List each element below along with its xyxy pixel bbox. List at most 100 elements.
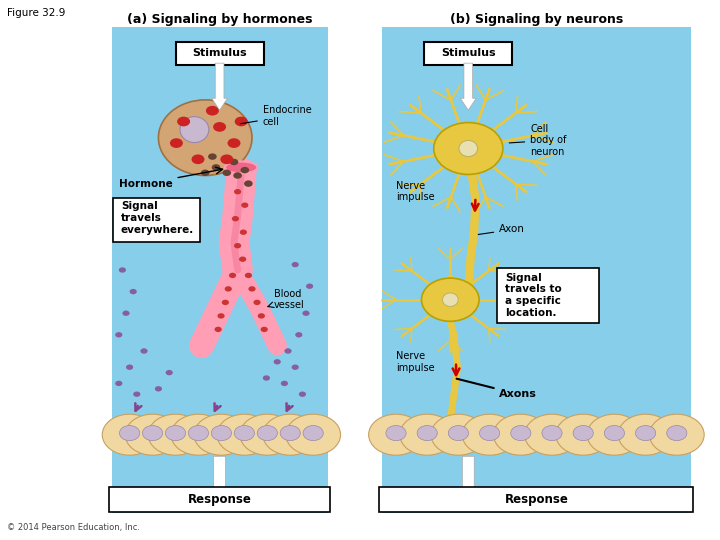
Circle shape — [122, 310, 130, 316]
Circle shape — [120, 426, 140, 441]
Circle shape — [433, 123, 503, 174]
Ellipse shape — [225, 161, 258, 173]
Circle shape — [248, 286, 256, 292]
Circle shape — [148, 414, 203, 455]
Circle shape — [155, 386, 162, 391]
Circle shape — [306, 284, 313, 289]
Circle shape — [222, 170, 231, 176]
Circle shape — [292, 364, 299, 370]
Text: Figure 32.9: Figure 32.9 — [7, 8, 66, 18]
Circle shape — [263, 414, 318, 455]
FancyBboxPatch shape — [382, 27, 691, 513]
Circle shape — [125, 414, 180, 455]
Circle shape — [245, 273, 252, 278]
Circle shape — [232, 216, 239, 221]
FancyBboxPatch shape — [379, 487, 693, 512]
Circle shape — [253, 300, 261, 305]
Circle shape — [171, 414, 226, 455]
Circle shape — [417, 426, 437, 441]
Circle shape — [212, 164, 220, 171]
Circle shape — [201, 170, 210, 176]
Circle shape — [573, 426, 593, 441]
Circle shape — [241, 202, 248, 208]
FancyBboxPatch shape — [112, 27, 328, 513]
Text: Stimulus: Stimulus — [192, 49, 247, 58]
Circle shape — [284, 348, 292, 354]
Circle shape — [189, 426, 209, 441]
Circle shape — [208, 153, 217, 160]
Circle shape — [228, 138, 240, 148]
Circle shape — [525, 414, 580, 455]
Circle shape — [192, 154, 204, 164]
Text: (a) Signaling by hormones: (a) Signaling by hormones — [127, 14, 312, 26]
Ellipse shape — [180, 117, 209, 143]
FancyArrow shape — [212, 63, 228, 110]
Circle shape — [239, 256, 246, 262]
Text: Axons: Axons — [456, 379, 537, 399]
Circle shape — [217, 414, 271, 455]
Circle shape — [649, 414, 704, 455]
Text: Axon: Axon — [478, 225, 525, 234]
Circle shape — [225, 286, 232, 292]
FancyBboxPatch shape — [109, 487, 330, 512]
Circle shape — [299, 392, 306, 397]
Circle shape — [369, 414, 423, 455]
Circle shape — [295, 332, 302, 338]
Circle shape — [213, 122, 226, 132]
Circle shape — [115, 381, 122, 386]
Circle shape — [102, 414, 157, 455]
FancyBboxPatch shape — [176, 42, 264, 65]
Text: Nerve
impulse: Nerve impulse — [396, 181, 435, 202]
Circle shape — [194, 414, 249, 455]
Text: Blood
vessel: Blood vessel — [268, 289, 305, 310]
FancyBboxPatch shape — [113, 198, 200, 242]
Circle shape — [493, 414, 548, 455]
Circle shape — [115, 332, 122, 338]
Circle shape — [556, 414, 611, 455]
Circle shape — [240, 414, 294, 455]
Circle shape — [386, 426, 406, 441]
Text: Cell
body of
neuron: Cell body of neuron — [509, 124, 567, 157]
Circle shape — [166, 370, 173, 375]
Circle shape — [119, 267, 126, 273]
Circle shape — [449, 426, 469, 441]
Text: Signal
travels to
a specific
location.: Signal travels to a specific location. — [505, 273, 562, 318]
Circle shape — [257, 426, 277, 441]
Text: Endocrine
cell: Endocrine cell — [240, 105, 312, 127]
Circle shape — [421, 278, 479, 321]
Circle shape — [126, 364, 133, 370]
Circle shape — [618, 414, 673, 455]
Circle shape — [233, 172, 242, 179]
Circle shape — [303, 426, 323, 441]
Circle shape — [222, 300, 229, 305]
Circle shape — [587, 414, 642, 455]
Circle shape — [140, 348, 148, 354]
Text: Response: Response — [188, 493, 251, 506]
Circle shape — [274, 359, 281, 364]
Circle shape — [280, 426, 300, 441]
Circle shape — [258, 313, 265, 319]
Circle shape — [480, 426, 500, 441]
Circle shape — [177, 117, 190, 126]
Circle shape — [234, 426, 254, 441]
Circle shape — [234, 189, 241, 194]
Circle shape — [133, 392, 140, 397]
Circle shape — [206, 106, 219, 116]
Text: Hormone: Hormone — [119, 167, 222, 188]
Circle shape — [261, 327, 268, 332]
Ellipse shape — [158, 100, 252, 176]
Circle shape — [230, 159, 238, 165]
Circle shape — [263, 375, 270, 381]
Circle shape — [166, 426, 186, 441]
Circle shape — [240, 167, 249, 173]
FancyBboxPatch shape — [424, 42, 512, 65]
Circle shape — [281, 381, 288, 386]
FancyArrow shape — [460, 63, 476, 110]
Circle shape — [542, 426, 562, 441]
Circle shape — [234, 243, 241, 248]
Circle shape — [170, 138, 183, 148]
Text: (b) Signaling by neurons: (b) Signaling by neurons — [450, 14, 623, 26]
Circle shape — [510, 426, 531, 441]
Text: Stimulus: Stimulus — [441, 49, 495, 58]
Text: Response: Response — [505, 493, 568, 506]
